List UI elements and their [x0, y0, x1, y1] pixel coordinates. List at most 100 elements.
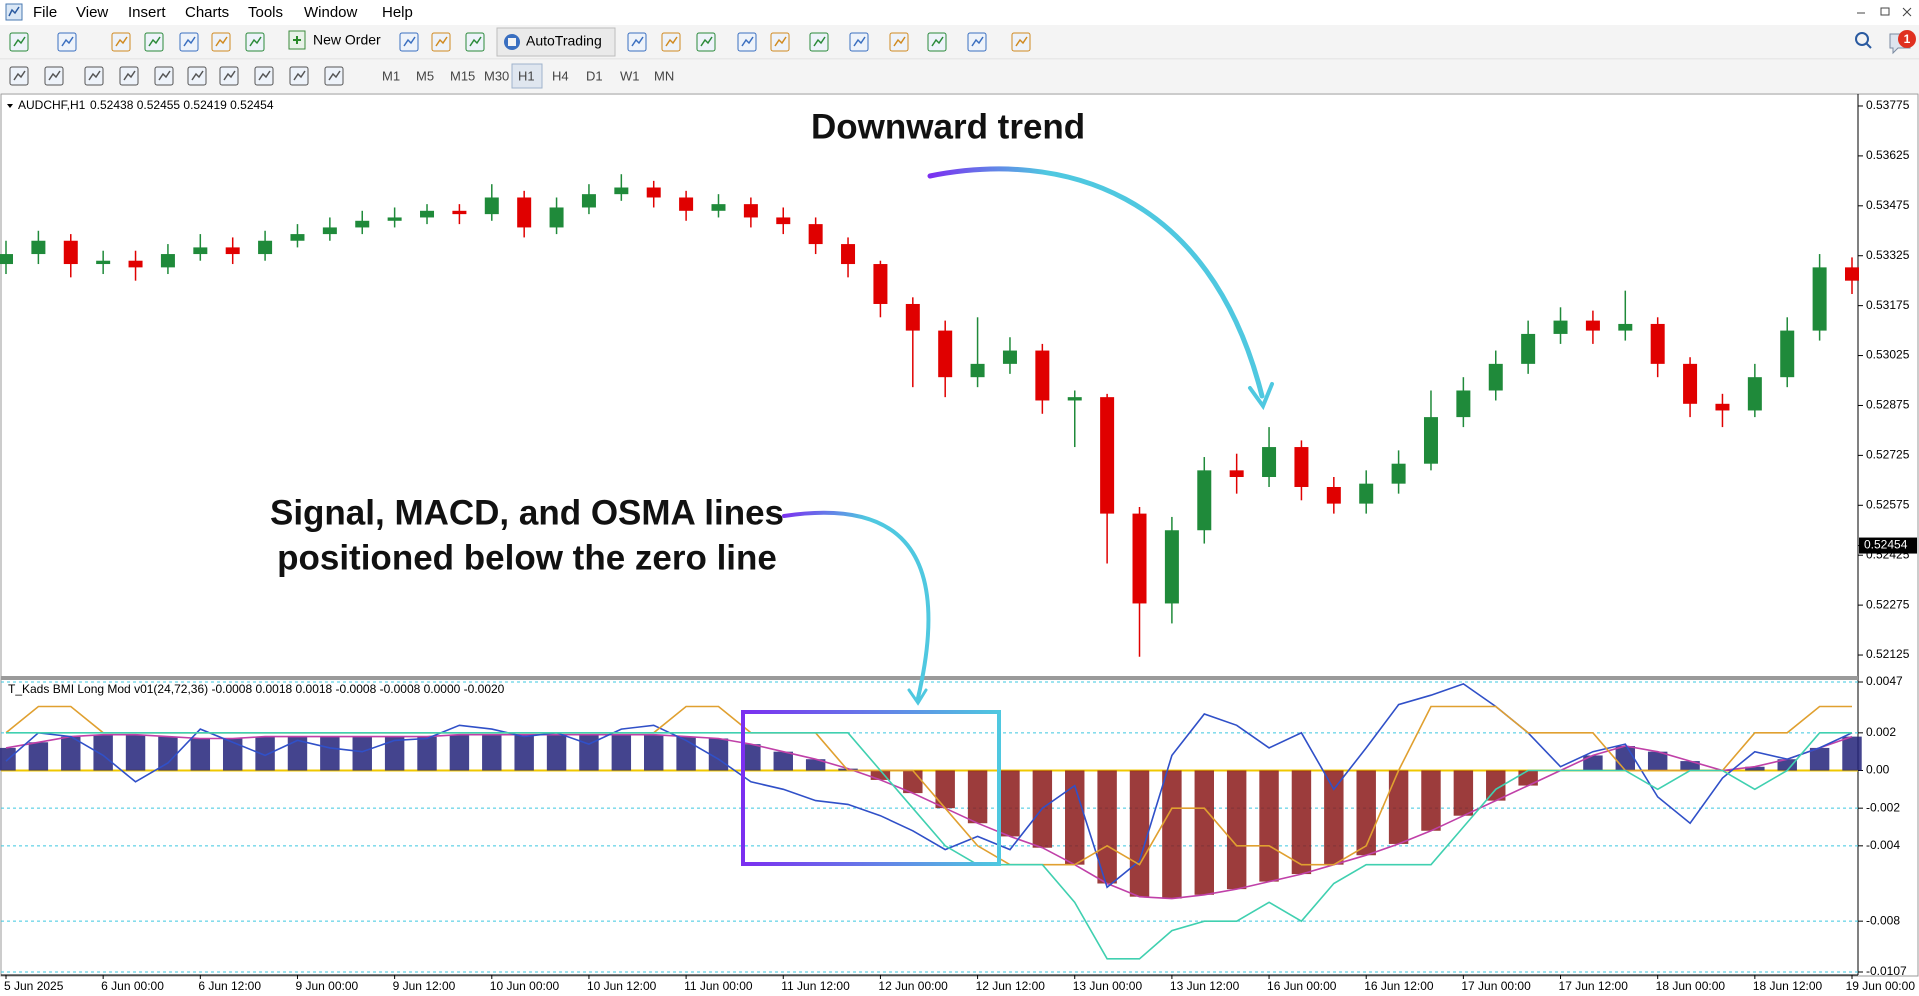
timeframe-button[interactable]: M15: [450, 68, 475, 83]
toolbar-icon[interactable]: [927, 32, 947, 52]
x-tick-label: 10 Jun 12:00: [587, 979, 657, 993]
candle-body: [1197, 470, 1212, 531]
toolbar-icon[interactable]: [254, 66, 274, 86]
toolbar-icon[interactable]: [84, 66, 104, 86]
icon-glyph: [115, 36, 128, 47]
symbol: AUDCHF,H1: [18, 98, 86, 112]
annotation-lines-1: Signal, MACD, and OSMA lines: [270, 493, 784, 532]
autotrading-button[interactable]: AutoTrading: [496, 27, 616, 57]
histogram-bar: [93, 734, 113, 771]
histogram-bar: [1777, 759, 1797, 771]
new-order-button[interactable]: New Order: [288, 30, 381, 50]
toolbar-icon[interactable]: [465, 32, 485, 52]
histogram-bar: [1162, 770, 1182, 899]
toolbar-icon[interactable]: [111, 32, 131, 52]
notification[interactable]: 1: [1889, 30, 1916, 55]
toolbar-icon[interactable]: [179, 32, 199, 52]
candle-body: [484, 197, 499, 215]
menu-item[interactable]: Charts: [185, 4, 229, 21]
menu-item[interactable]: Tools: [248, 4, 283, 21]
candle-body: [31, 240, 46, 255]
icon-glyph: [853, 36, 866, 47]
timeframe-button[interactable]: D1: [586, 68, 603, 83]
histogram-bar: [1291, 770, 1312, 875]
histogram-bar: [773, 751, 793, 771]
toolbar-icon[interactable]: [211, 32, 231, 52]
histogram-bar: [1324, 770, 1344, 865]
timeframe-button[interactable]: M30: [484, 68, 509, 83]
icon-glyph: [435, 36, 448, 47]
toolbar-icon[interactable]: [9, 32, 29, 52]
window-controls[interactable]: [1857, 7, 1912, 17]
icon-glyph: [700, 36, 713, 47]
lines-arrow: [782, 510, 931, 700]
icon-glyph: [469, 36, 482, 47]
search-icon[interactable]: [1855, 32, 1872, 49]
timeframe-button[interactable]: H1: [518, 68, 535, 83]
histogram-bar: [287, 736, 308, 771]
candle-body: [581, 194, 596, 208]
histogram-bar: [1809, 747, 1830, 771]
toolbar-icon[interactable]: [1011, 32, 1031, 52]
menu-item[interactable]: Window: [304, 4, 358, 21]
y-tick-label: 0.53025: [1866, 348, 1910, 362]
timeframe-button[interactable]: M5: [416, 68, 434, 83]
histogram-bar: [28, 742, 49, 771]
toolbar-icon[interactable]: [324, 66, 344, 86]
toolbar-icon[interactable]: [44, 66, 64, 86]
toolbar-icon[interactable]: [889, 32, 909, 52]
timeframe-button[interactable]: H4: [552, 68, 569, 83]
candle-body: [0, 254, 13, 265]
timeframe-button[interactable]: MN: [654, 68, 674, 83]
toolbar-icon[interactable]: [154, 66, 174, 86]
icon-glyph: [813, 36, 826, 47]
toolbar-icon[interactable]: [967, 32, 987, 52]
toolbar-icon[interactable]: [737, 32, 757, 52]
toolbar-icon[interactable]: [187, 66, 207, 86]
timeframe-button[interactable]: W1: [620, 68, 640, 83]
icon-glyph: [215, 36, 228, 47]
toolbar-icon[interactable]: [661, 32, 681, 52]
x-tick-label: 5 Jun 2025: [4, 979, 64, 993]
toolbar-icon[interactable]: [770, 32, 790, 52]
candle-body: [1132, 513, 1147, 604]
toolbar-icon[interactable]: [849, 32, 869, 52]
candle-body: [1521, 333, 1536, 364]
y-tick-label: 0.53325: [1866, 248, 1910, 262]
toolbar-icon[interactable]: [289, 66, 309, 86]
menu-bar: [0, 0, 1919, 25]
candle-body: [1067, 397, 1082, 401]
menu-item[interactable]: Help: [382, 4, 413, 21]
notification-count: 1: [1904, 32, 1911, 46]
candle-body: [322, 227, 337, 235]
candle-body: [1650, 323, 1665, 364]
toolbar-icon[interactable]: [245, 32, 265, 52]
toolbar-icon[interactable]: [809, 32, 829, 52]
candle-body: [1164, 530, 1179, 604]
toolbar-icon[interactable]: [9, 66, 29, 86]
toolbar-icon[interactable]: [219, 66, 239, 86]
annotation-trend: Downward trend: [811, 107, 1085, 146]
histogram-bar: [1615, 746, 1636, 771]
toolbar-icon[interactable]: [399, 32, 419, 52]
menu-item[interactable]: Insert: [128, 4, 166, 21]
toolbar-icon[interactable]: [696, 32, 716, 52]
toolbar-icon[interactable]: [119, 66, 139, 86]
candle-body: [1488, 363, 1503, 391]
toolbar-icon[interactable]: [144, 32, 164, 52]
toolbar-icon[interactable]: [57, 32, 77, 52]
candle-body: [1780, 330, 1795, 378]
toolbar-icon[interactable]: [431, 32, 451, 52]
histogram-bar: [644, 734, 664, 771]
timeframe-button[interactable]: M1: [382, 68, 400, 83]
x-tick-label: 17 Jun 12:00: [1559, 979, 1629, 993]
icon-glyph: [293, 70, 306, 81]
toolbar-icon[interactable]: [627, 32, 647, 52]
x-tick-label: 17 Jun 00:00: [1461, 979, 1531, 993]
histogram-bar: [1647, 751, 1668, 771]
menu-item[interactable]: File: [33, 4, 57, 21]
menu-item[interactable]: View: [76, 4, 108, 21]
candle-body: [258, 240, 273, 255]
candle-body: [873, 264, 888, 304]
